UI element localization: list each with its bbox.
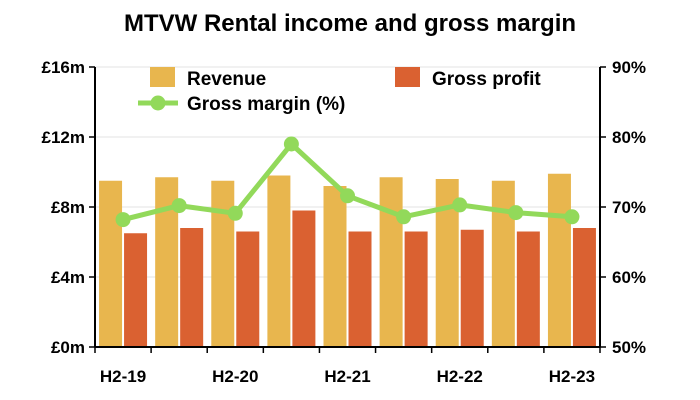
y-left-tick-label: £0m xyxy=(51,338,85,357)
gross-margin-point xyxy=(283,136,299,152)
y-left-tick-label: £8m xyxy=(51,198,85,217)
y-right-tick-label: 90% xyxy=(612,58,646,77)
gross-profit-bar xyxy=(292,210,316,347)
gross-profit-bar xyxy=(460,229,484,347)
revenue-bar xyxy=(323,186,347,347)
gross-margin-point xyxy=(340,188,355,204)
legend-gross-profit-label: Gross profit xyxy=(432,69,541,90)
y-left-tick-label: £4m xyxy=(51,268,85,287)
x-tick-label: H2-21 xyxy=(324,367,370,386)
legend-gross-margin-marker xyxy=(150,95,166,111)
gross-profit-bar xyxy=(404,231,428,347)
legend-revenue-swatch xyxy=(150,67,175,87)
legend-gross-margin-label: Gross margin (%) xyxy=(187,94,345,115)
gross-profit-bar xyxy=(516,231,540,347)
revenue-bar xyxy=(491,180,515,347)
revenue-bar xyxy=(155,177,179,347)
x-tick-label: H2-19 xyxy=(100,367,146,386)
gross-profit-bar xyxy=(236,231,260,347)
y-right-tick-label: 80% xyxy=(612,128,646,147)
gross-margin-point xyxy=(171,198,187,214)
gross-profit-bar xyxy=(180,228,204,347)
revenue-bar xyxy=(547,173,571,347)
gross-margin-point xyxy=(508,205,524,221)
gross-margin-point xyxy=(396,209,412,225)
y-right-tick-label: 60% xyxy=(612,268,646,287)
y-right-tick-label: 70% xyxy=(612,198,646,217)
revenue-bar xyxy=(435,179,459,347)
legend-gross-profit-swatch xyxy=(395,67,420,87)
x-tick-label: H2-23 xyxy=(549,367,595,386)
gross-margin-point xyxy=(115,212,131,228)
y-left-tick-label: £12m xyxy=(42,128,85,147)
gross-margin-point xyxy=(227,205,243,221)
x-tick-label: H2-20 xyxy=(212,367,258,386)
gross-margin-point xyxy=(564,209,580,225)
x-tick-label: H2-22 xyxy=(437,367,483,386)
gross-margin-point xyxy=(452,197,468,213)
gross-profit-bar xyxy=(348,231,372,347)
revenue-bar xyxy=(99,180,123,347)
y-right-tick-label: 50% xyxy=(612,338,646,357)
revenue-bar xyxy=(267,175,291,347)
y-left-tick-label: £16m xyxy=(42,58,85,77)
revenue-bar xyxy=(211,180,235,347)
chart-title: MTVW Rental income and gross margin xyxy=(123,10,577,37)
gross-profit-bar xyxy=(572,228,596,347)
revenue-bar xyxy=(379,177,403,347)
legend-revenue-label: Revenue xyxy=(187,69,266,90)
gross-profit-bar xyxy=(124,233,148,347)
